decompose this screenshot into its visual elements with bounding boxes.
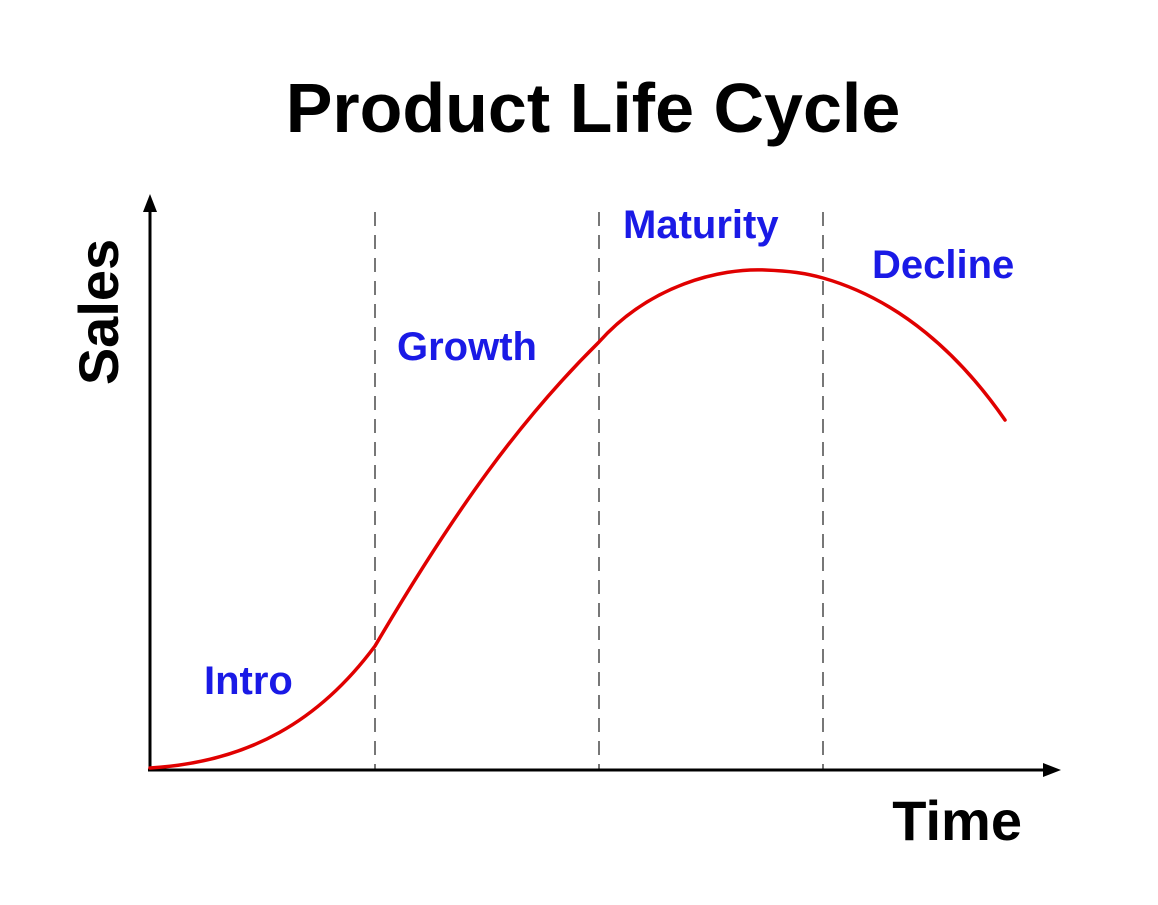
x-axis-arrowhead bbox=[1043, 763, 1061, 777]
diagram-title: Product Life Cycle bbox=[286, 69, 901, 147]
stage-label-growth: Growth bbox=[397, 325, 537, 369]
stage-label-maturity: Maturity bbox=[623, 203, 779, 247]
stage-label-decline: Decline bbox=[872, 243, 1014, 287]
y-axis-label: Sales bbox=[67, 239, 130, 385]
x-axis-label: Time bbox=[892, 789, 1022, 852]
stage-label-intro: Intro bbox=[204, 659, 293, 703]
sales-curve bbox=[148, 268, 1007, 770]
y-axis-arrowhead bbox=[143, 194, 157, 212]
